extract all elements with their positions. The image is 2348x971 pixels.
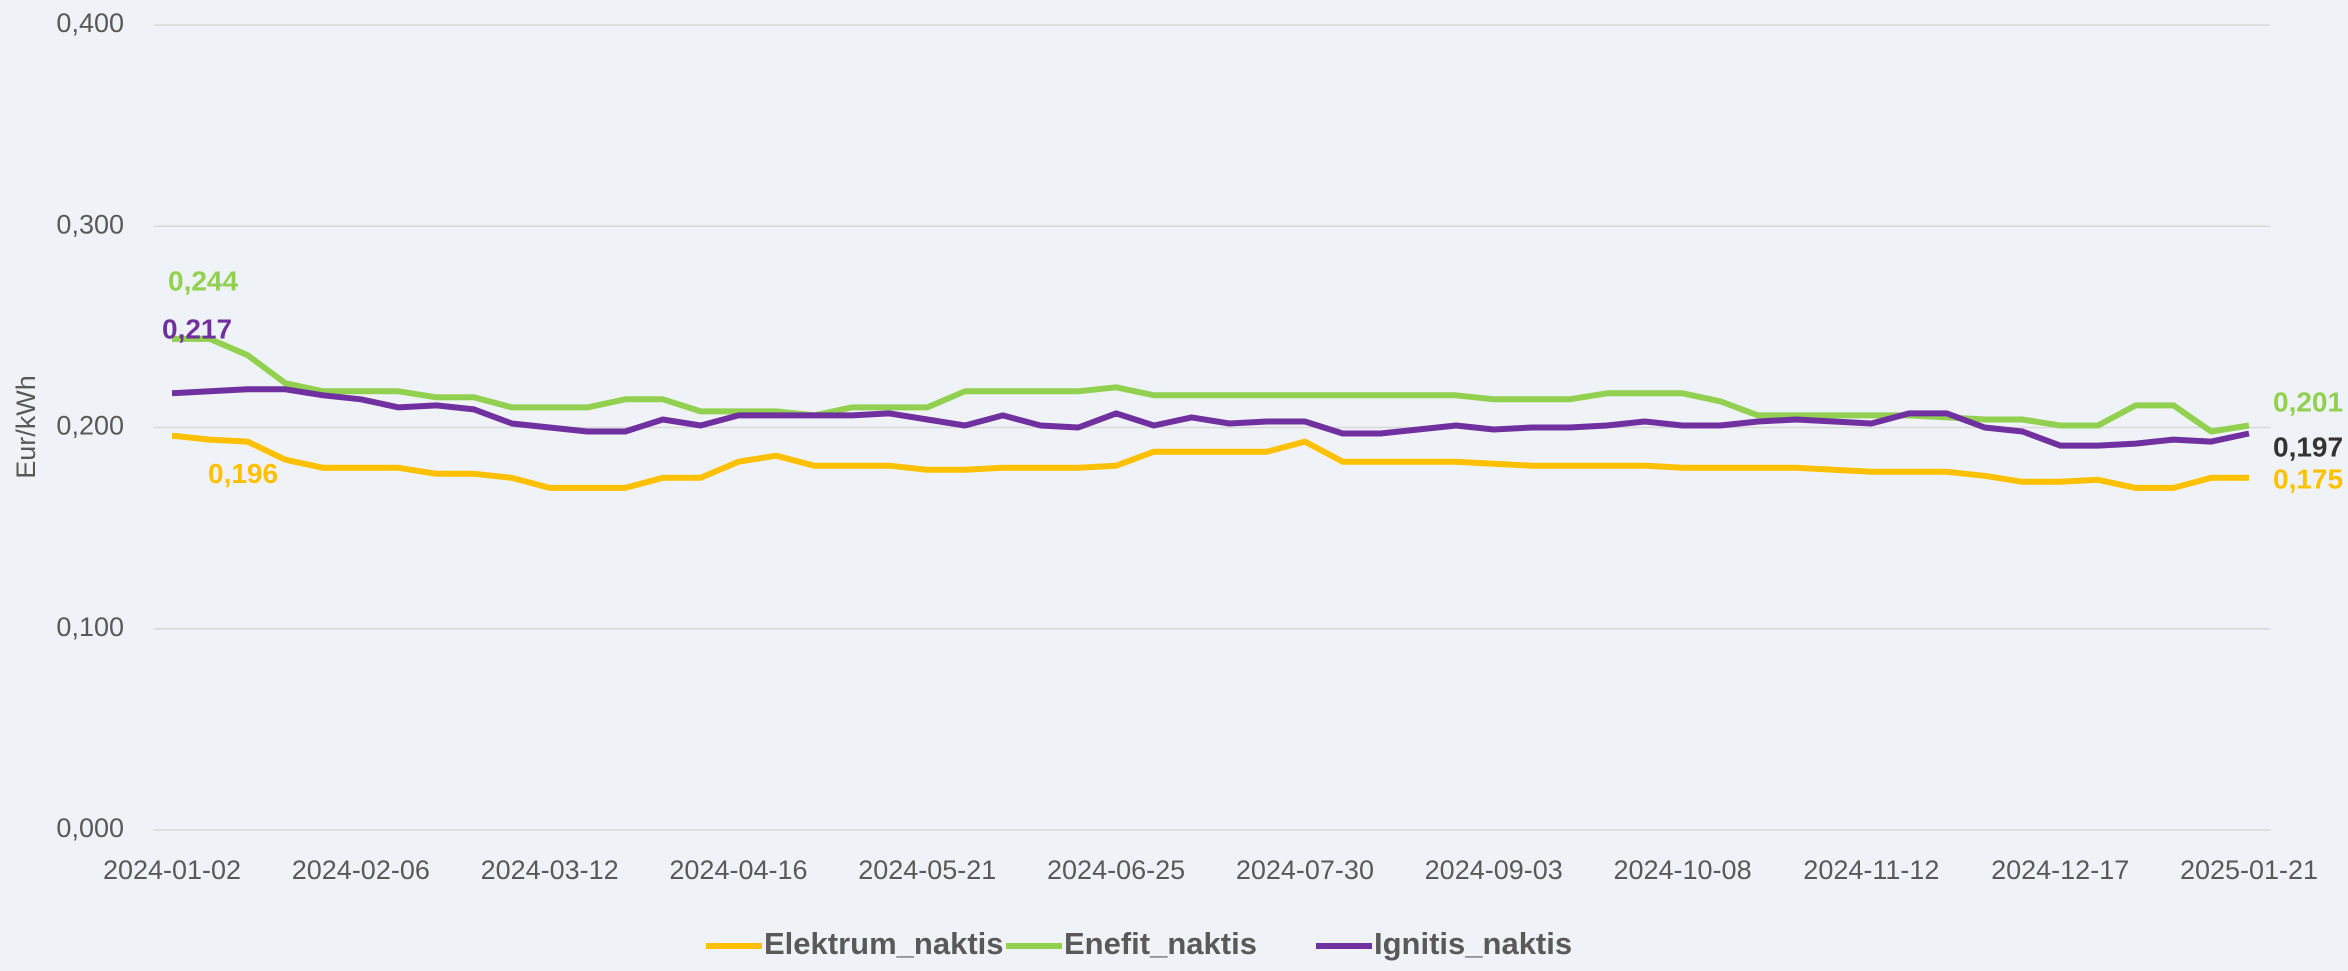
x-tick-label: 2024-06-25 <box>1047 855 1185 885</box>
y-tick-label: 0,200 <box>56 411 124 441</box>
y-tick-label: 0,000 <box>56 813 124 843</box>
x-tick-label: 2024-03-12 <box>481 855 619 885</box>
legend-label: Enefit_naktis <box>1064 926 1257 961</box>
data-label: 0,175 <box>2273 463 2343 494</box>
x-tick-label: 2024-07-30 <box>1236 855 1374 885</box>
y-tick-label: 0,400 <box>56 8 124 38</box>
line-series <box>171 432 2249 491</box>
x-tick-label: 2024-12-17 <box>1991 855 2129 885</box>
line-series <box>171 386 2250 449</box>
y-tick-label: 0,100 <box>56 612 124 642</box>
x-tick-label: 2024-05-21 <box>858 855 996 885</box>
data-label: 0,244 <box>168 265 238 296</box>
legend-label: Ignitis_naktis <box>1374 926 1572 961</box>
x-tick-label: 2024-11-12 <box>1803 855 1939 885</box>
x-tick-label: 2024-01-02 <box>103 855 241 885</box>
legend-label: Elektrum_naktis <box>764 926 1004 961</box>
x-tick-label: 2024-04-16 <box>669 855 807 885</box>
x-tick-label: 2024-02-06 <box>292 855 430 885</box>
data-label: 0,197 <box>2273 431 2343 462</box>
x-tick-label: 2025-01-21 <box>2180 855 2318 885</box>
data-label: 0,201 <box>2273 386 2343 417</box>
x-tick-label: 2024-10-08 <box>1613 855 1751 885</box>
y-axis-title: Eur/kWh <box>11 375 41 479</box>
data-label: 0,217 <box>162 314 232 345</box>
y-tick-label: 0,300 <box>56 209 124 239</box>
x-tick-label: 2024-09-03 <box>1425 855 1563 885</box>
data-label: 0,196 <box>208 458 278 489</box>
